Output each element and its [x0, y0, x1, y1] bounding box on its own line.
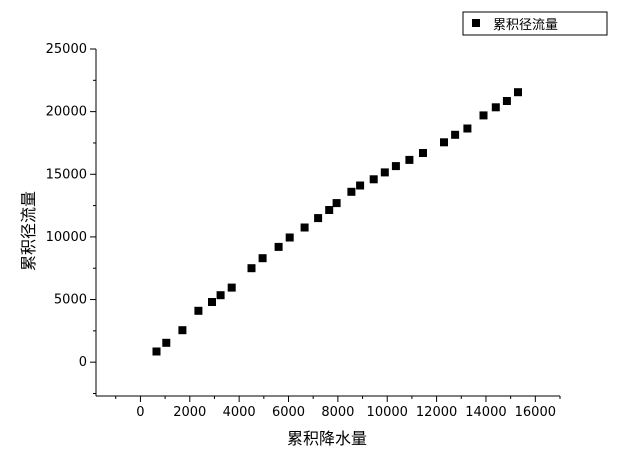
data-point [356, 181, 365, 190]
legend-label: 累积径流量 [493, 18, 558, 33]
data-point [332, 199, 341, 208]
axes: 0 5000 10000 15000 20000 25000 0 2000 4000 6000 80… [46, 42, 561, 420]
data-point [419, 149, 427, 157]
data-point [152, 347, 161, 356]
y-tick-label: 15000 [46, 167, 87, 182]
data-point [162, 338, 171, 347]
x-tick-label: 14000 [465, 405, 506, 420]
x-tick-label: 2000 [173, 405, 206, 420]
data-point [285, 233, 294, 242]
data-point [247, 264, 256, 273]
y-tick-label: 25000 [46, 42, 87, 57]
data-point [216, 291, 225, 300]
y-tick-label: 0 [79, 355, 87, 370]
x-tick-label: 4000 [223, 405, 256, 420]
data-point [502, 97, 511, 105]
data-point [194, 306, 203, 315]
data-point [380, 168, 389, 177]
data-point [227, 283, 236, 292]
x-tick-label: 0 [136, 405, 144, 420]
data-points [152, 88, 522, 356]
data-point [258, 254, 267, 263]
legend: 累积径流量 [462, 11, 608, 36]
data-point [274, 242, 283, 251]
data-point [208, 298, 216, 306]
legend-marker [472, 19, 480, 27]
x-tick-label: 10000 [367, 405, 408, 420]
data-point [463, 124, 472, 133]
data-point [300, 223, 309, 232]
x-tick-label: 16000 [515, 405, 556, 420]
data-point [369, 175, 378, 184]
y-tick-label: 20000 [46, 105, 87, 120]
x-tick-label: 12000 [416, 405, 457, 420]
data-point [178, 326, 187, 335]
data-point [440, 138, 448, 147]
y-tick-label: 5000 [54, 293, 87, 308]
data-point [314, 214, 323, 223]
x-tick-label: 6000 [272, 405, 305, 420]
x-axis-label: 累积降水量 [287, 429, 367, 448]
y-tick-label: 10000 [46, 230, 87, 245]
data-point [405, 155, 414, 164]
data-point [451, 130, 460, 139]
x-tick-label: 8000 [321, 405, 354, 420]
data-point [514, 88, 522, 97]
data-point [347, 187, 356, 196]
data-point [491, 103, 500, 112]
data-point [325, 206, 334, 214]
data-point [479, 111, 488, 120]
y-axis-label: 累积径流量 [19, 191, 38, 271]
data-point [391, 162, 400, 171]
legend-box [462, 11, 608, 36]
